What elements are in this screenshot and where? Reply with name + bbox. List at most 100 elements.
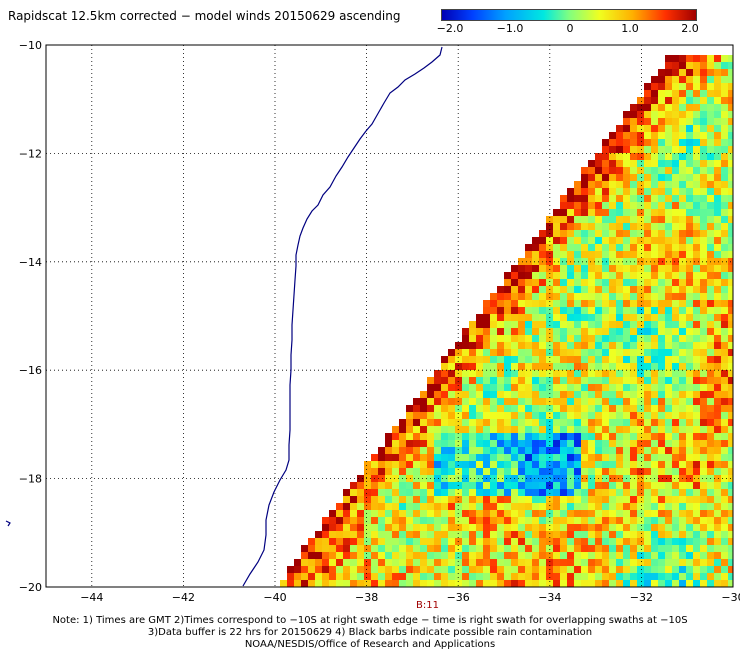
swath-cell [686,230,693,237]
swath-cell [665,349,672,356]
swath-cell [602,454,609,461]
swath-cell [693,132,700,139]
swath-cell [476,517,483,524]
swath-cell [539,251,546,258]
swath-cell [672,307,679,314]
swath-cell [588,174,595,181]
swath-cell [378,517,385,524]
swath-cell [651,202,658,209]
swath-cell [609,202,616,209]
swath-cell [483,454,490,461]
swath-cell [637,524,644,531]
swath-cell [644,258,651,265]
swath-cell [616,405,623,412]
swath-cell [567,265,574,272]
swath-cell [385,538,392,545]
swath-cell [490,300,497,307]
swath-cell [700,384,707,391]
swath-cell [588,251,595,258]
swath-cell [630,251,637,258]
swath-cell [588,538,595,545]
swath-cell [686,510,693,517]
swath-cell [504,391,511,398]
swath-cell [539,384,546,391]
swath-cell [525,286,532,293]
swath-cell [574,412,581,419]
swath-cell [476,433,483,440]
swath-cell [525,356,532,363]
swath-cell [539,244,546,251]
swath-cell [532,419,539,426]
swath-cell [357,524,364,531]
swath-cell [413,482,420,489]
swath-cell [644,167,651,174]
swath-cell [707,195,714,202]
swath-cell [581,447,588,454]
swath-cell [637,391,644,398]
swath-cell [483,468,490,475]
swath-cell [644,97,651,104]
swath-cell [518,482,525,489]
swath-cell [595,244,602,251]
swath-cell [588,370,595,377]
swath-cell [518,377,525,384]
swath-cell [434,433,441,440]
swath-cell [532,279,539,286]
swath-cell [616,293,623,300]
swath-cell [623,244,630,251]
swath-cell [714,258,721,265]
swath-cell [693,139,700,146]
swath-cell [511,363,518,370]
swath-cell [728,230,733,237]
swath-cell [469,349,476,356]
swath-cell [651,461,658,468]
swath-cell [504,426,511,433]
swath-cell [483,573,490,580]
swath-cell [420,503,427,510]
swath-cell [616,391,623,398]
swath-cell [581,293,588,300]
swath-cell [672,405,679,412]
swath-cell [658,377,665,384]
swath-cell [385,524,392,531]
swath-cell [595,342,602,349]
swath-cell [686,447,693,454]
swath-cell [651,251,658,258]
swath-cell [658,223,665,230]
swath-cell [420,447,427,454]
swath-cell [588,552,595,559]
swath-cell [574,314,581,321]
swath-cell [714,307,721,314]
swath-cell [651,118,658,125]
swath-cell [406,475,413,482]
swath-cell [658,496,665,503]
swath-cell [672,258,679,265]
swath-cell [714,335,721,342]
swath-cell [609,146,616,153]
swath-cell [630,552,637,559]
swath-cell [693,83,700,90]
swath-cell [560,244,567,251]
swath-cell [651,559,658,566]
swath-cell [714,97,721,104]
swath-cell [714,230,721,237]
swath-cell [714,76,721,83]
swath-cell [672,538,679,545]
swath-cell [672,279,679,286]
swath-cell [728,202,733,209]
swath-cell [532,391,539,398]
swath-cell [434,398,441,405]
swath-cell [595,384,602,391]
swath-cell [602,573,609,580]
swath-cell [357,510,364,517]
swath-cell [483,363,490,370]
swath-cell [651,419,658,426]
swath-cell [700,321,707,328]
swath-cell [651,76,658,83]
swath-cell [588,258,595,265]
swath-cell [364,545,371,552]
swath-cell [616,160,623,167]
swath-cell [623,300,630,307]
swath-cell [574,195,581,202]
swath-cell [392,461,399,468]
